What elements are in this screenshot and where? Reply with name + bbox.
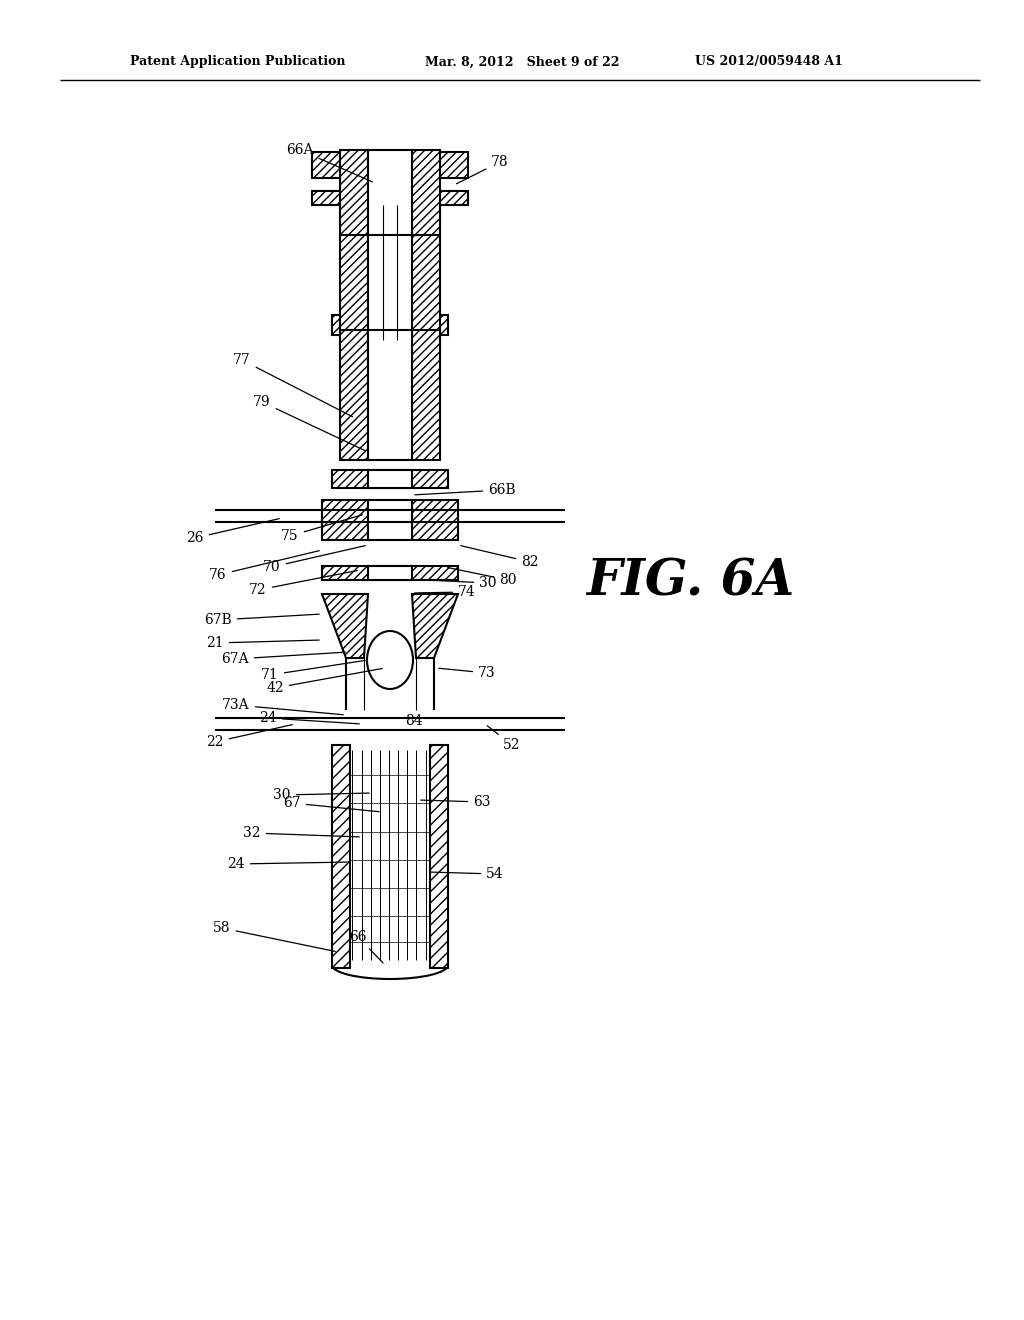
Text: FIG. 6A: FIG. 6A (586, 557, 794, 606)
Text: Patent Application Publication: Patent Application Publication (130, 55, 345, 69)
Bar (368, 191, 412, 205)
Text: 71: 71 (261, 660, 366, 682)
Bar (332, 744, 350, 968)
Text: 30: 30 (429, 576, 497, 590)
Text: 73: 73 (438, 667, 496, 680)
Text: 70: 70 (263, 545, 366, 574)
Bar (368, 500, 412, 540)
Text: 72: 72 (249, 570, 357, 597)
Text: 77: 77 (233, 352, 352, 417)
Bar (412, 500, 458, 540)
Polygon shape (368, 341, 412, 355)
Text: US 2012/0059448 A1: US 2012/0059448 A1 (695, 55, 843, 69)
Text: 73A: 73A (222, 698, 343, 714)
Bar (368, 330, 412, 459)
Text: 67A: 67A (221, 652, 345, 667)
Bar (332, 315, 449, 335)
Bar (312, 152, 352, 178)
Ellipse shape (367, 631, 413, 689)
Bar (368, 470, 412, 488)
Text: 66: 66 (349, 931, 383, 964)
Text: 32: 32 (244, 826, 359, 840)
Text: 67: 67 (284, 796, 379, 812)
Text: 54: 54 (431, 867, 504, 880)
Bar (430, 744, 449, 968)
Bar (340, 235, 368, 350)
Bar (368, 515, 412, 527)
Text: 82: 82 (461, 545, 539, 569)
Bar (428, 152, 468, 178)
Text: 22: 22 (206, 725, 292, 748)
Polygon shape (412, 594, 458, 657)
Polygon shape (322, 594, 368, 657)
Text: 24: 24 (259, 711, 359, 725)
Bar (368, 566, 412, 579)
Bar (412, 330, 440, 459)
Text: 78: 78 (457, 154, 509, 183)
Text: 76: 76 (209, 550, 319, 582)
Bar (412, 150, 440, 240)
Bar (312, 191, 468, 205)
Text: 67B: 67B (204, 612, 319, 627)
Bar (368, 315, 412, 335)
Bar (340, 205, 440, 222)
Bar (368, 235, 412, 350)
Text: 84: 84 (398, 714, 423, 729)
Bar (340, 150, 368, 240)
Text: 26: 26 (186, 519, 280, 545)
Text: 24: 24 (227, 857, 349, 871)
Bar (340, 330, 368, 459)
Text: 52: 52 (487, 726, 521, 752)
Text: 66B: 66B (415, 483, 516, 498)
Text: 42: 42 (266, 668, 382, 696)
Bar (412, 235, 440, 350)
Bar (332, 470, 449, 488)
Text: 21: 21 (206, 636, 319, 649)
Bar (368, 150, 412, 240)
Text: 79: 79 (253, 395, 366, 451)
Text: 63: 63 (421, 795, 490, 809)
Bar (368, 205, 412, 222)
Bar (322, 515, 458, 527)
Bar (322, 500, 368, 540)
Text: 66A: 66A (287, 143, 373, 182)
Text: 74: 74 (415, 585, 476, 599)
Text: 30: 30 (273, 788, 370, 803)
Text: 75: 75 (282, 515, 362, 543)
Bar (322, 566, 458, 579)
Text: Mar. 8, 2012   Sheet 9 of 22: Mar. 8, 2012 Sheet 9 of 22 (425, 55, 620, 69)
Text: 58: 58 (213, 921, 335, 952)
Text: 80: 80 (447, 568, 517, 587)
